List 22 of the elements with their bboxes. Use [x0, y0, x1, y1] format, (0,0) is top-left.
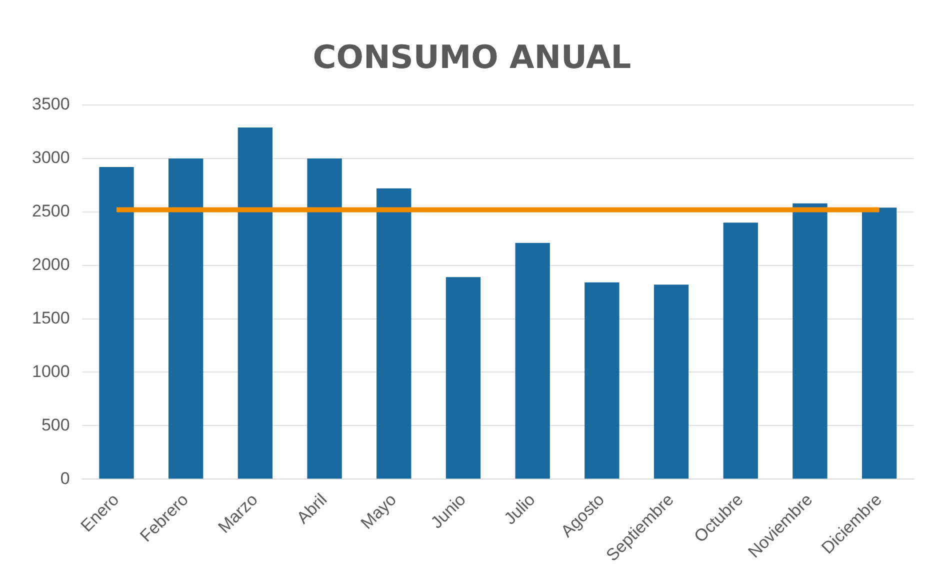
- y-tick-label: 1000: [32, 362, 70, 381]
- bar: [376, 188, 412, 479]
- bar: [792, 203, 828, 479]
- y-tick-label: 0: [60, 468, 70, 488]
- bar: [515, 242, 550, 479]
- bar: [99, 166, 134, 479]
- bar: [446, 277, 481, 479]
- y-tick-label: 500: [41, 415, 70, 434]
- y-tick-label: 2000: [32, 255, 70, 274]
- chart-title: CONSUMO ANUAL: [312, 38, 632, 76]
- y-tick-label: 2500: [32, 202, 70, 221]
- bar: [307, 158, 342, 479]
- bar: [862, 208, 897, 479]
- bar: [168, 158, 204, 479]
- bar: [584, 282, 620, 479]
- y-tick-label: 3000: [32, 148, 70, 168]
- y-tick-label: 3500: [32, 94, 70, 114]
- y-tick-label: 1500: [32, 308, 70, 328]
- bar: [723, 222, 758, 479]
- x-tick-label: Julio: [500, 490, 539, 528]
- bar: [654, 284, 689, 479]
- bar: [238, 127, 273, 479]
